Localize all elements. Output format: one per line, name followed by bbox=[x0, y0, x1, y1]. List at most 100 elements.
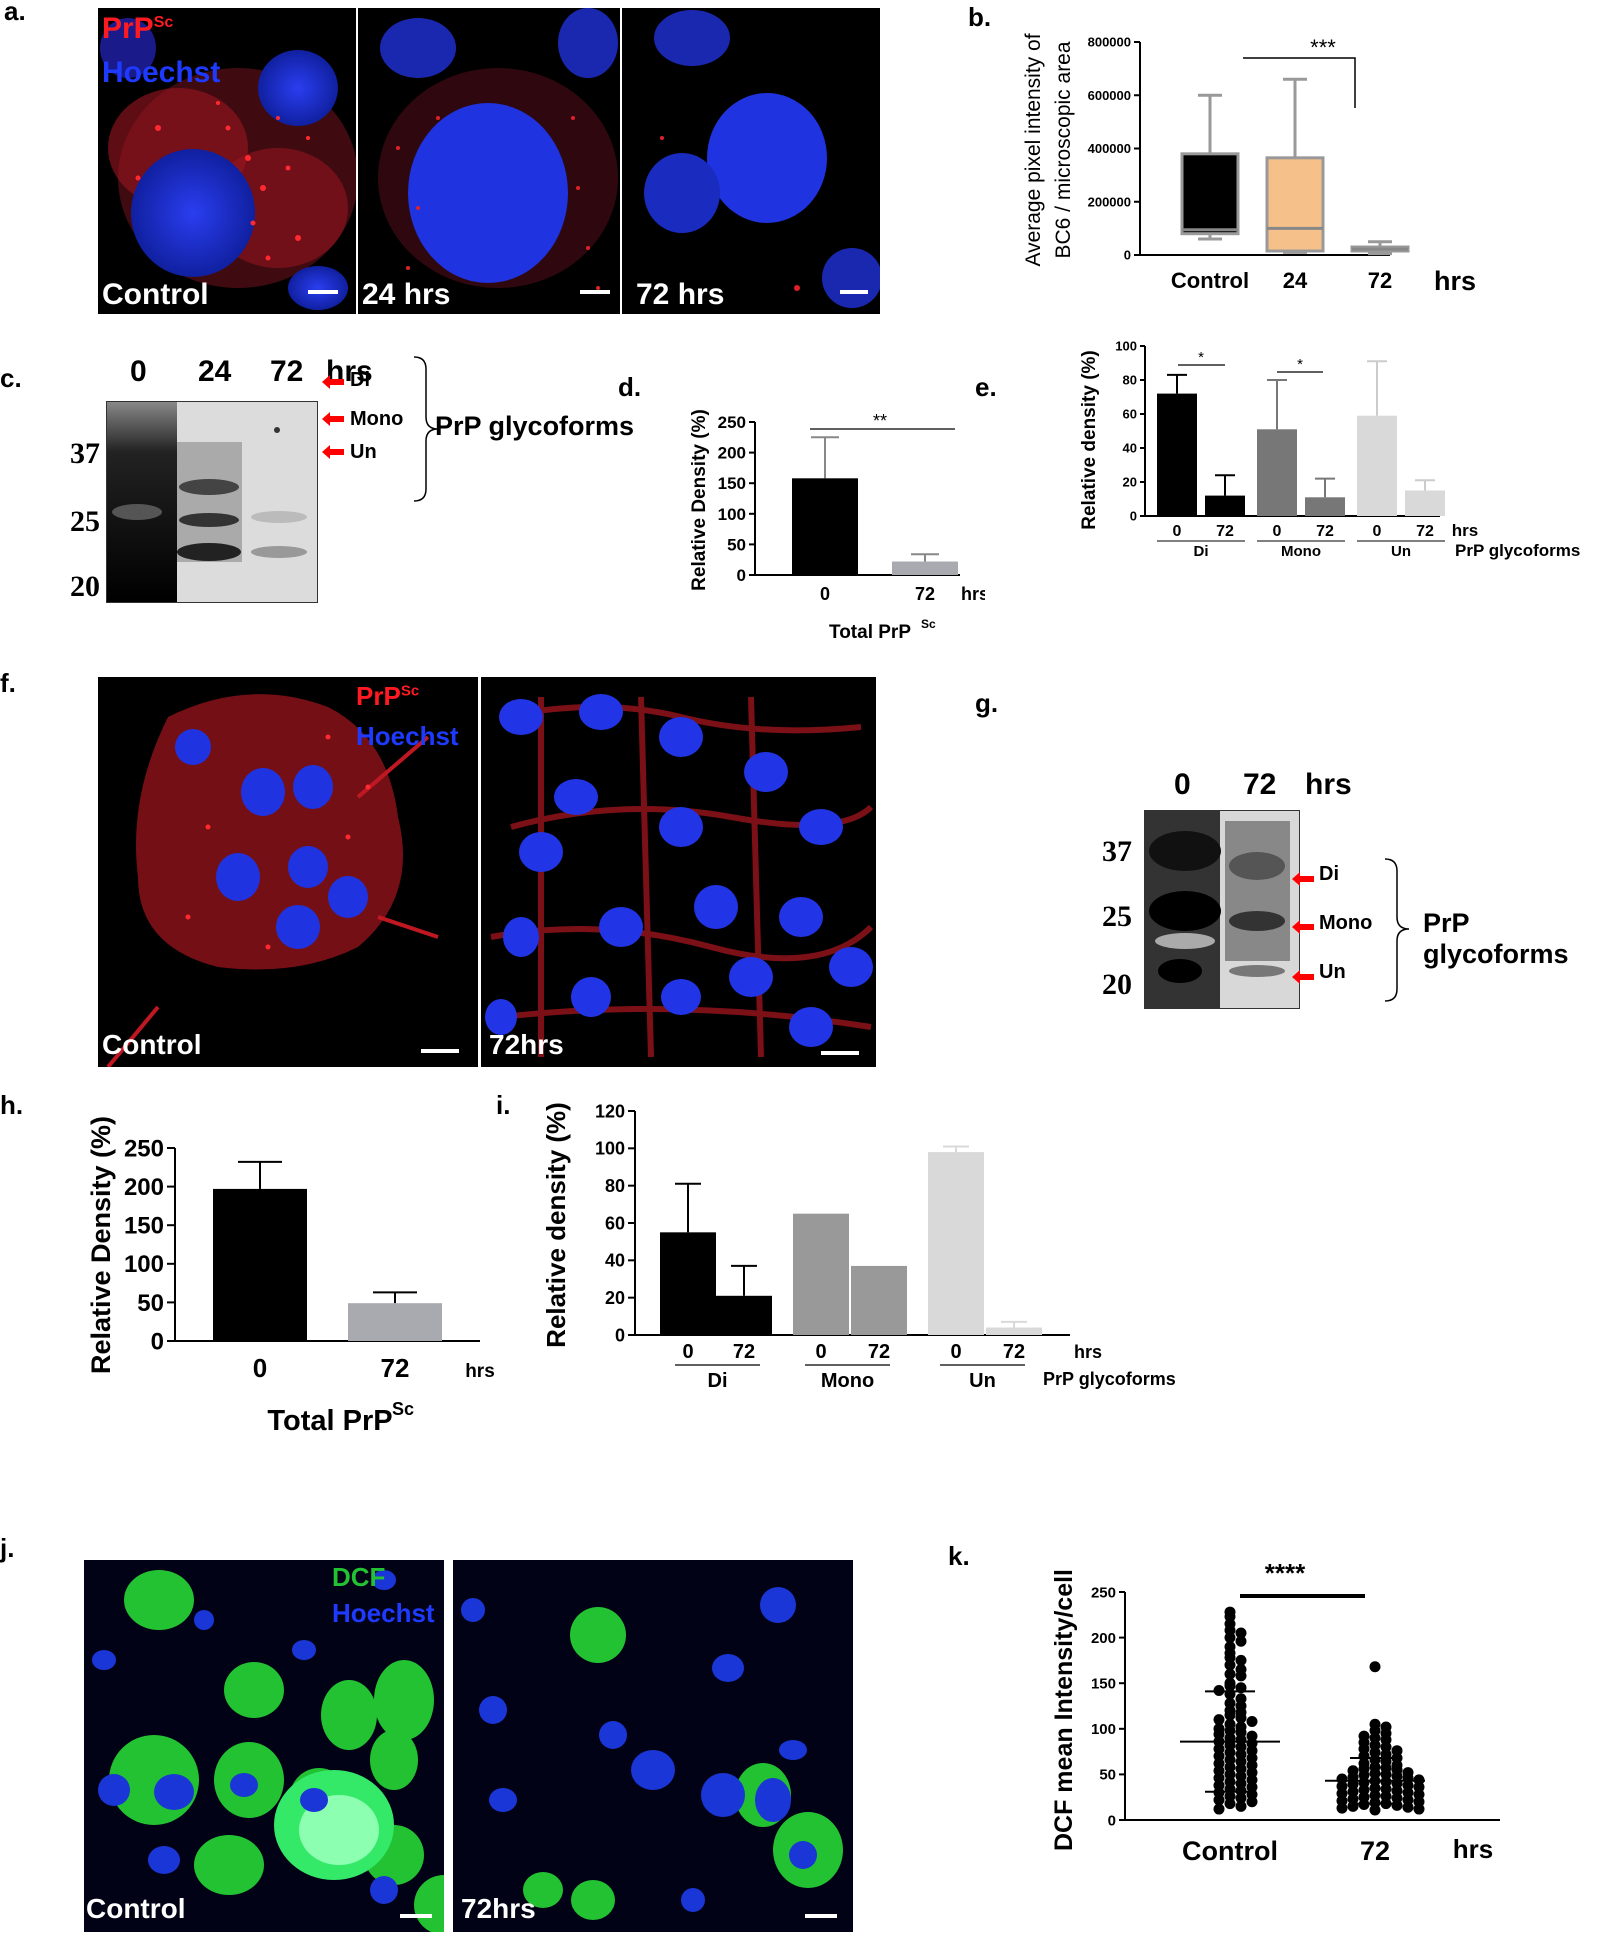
scatter-point bbox=[1224, 1798, 1236, 1810]
x-tick-label: 0 bbox=[1173, 523, 1182, 540]
x-tick-label: Control bbox=[1182, 1836, 1278, 1866]
box bbox=[1180, 152, 1240, 236]
x-axis-label-sup: Sc bbox=[392, 1399, 414, 1419]
y-tick-label: 50 bbox=[727, 535, 746, 554]
arrow-icon bbox=[1292, 920, 1314, 934]
arrow-icon bbox=[1292, 872, 1314, 886]
y-tick-label: 40 bbox=[605, 1251, 625, 1271]
x-tick-label: 0 bbox=[253, 1353, 267, 1383]
panel-label-a: a. bbox=[4, 0, 26, 26]
bar bbox=[1405, 490, 1445, 516]
y-tick-label: 100 bbox=[1091, 1721, 1116, 1738]
x-tick-label: 24 bbox=[1283, 268, 1308, 293]
arrow-icon bbox=[322, 412, 344, 426]
micrograph-24hrs: 24 hrs bbox=[358, 8, 620, 314]
y-tick-label: 60 bbox=[1123, 407, 1137, 422]
legend-dcf: DCF bbox=[332, 1562, 386, 1592]
x-tick-label: 72 bbox=[1003, 1341, 1025, 1363]
y-tick-label: 0 bbox=[615, 1325, 625, 1345]
x-tick-label: 72 bbox=[1368, 268, 1392, 293]
y-tick-label: 250 bbox=[718, 413, 746, 432]
scatter-point bbox=[1336, 1802, 1348, 1814]
y-tick-label: 120 bbox=[595, 1101, 625, 1121]
scatter-point bbox=[1235, 1792, 1247, 1804]
bar bbox=[213, 1188, 307, 1341]
band-label-mono: Mono bbox=[1319, 912, 1373, 934]
scatter-point bbox=[1246, 1716, 1258, 1728]
unit-label: hrs bbox=[1305, 768, 1352, 801]
y-axis-label: Relative Density (%) bbox=[86, 1116, 116, 1374]
y-axis-label: Average pixel intensity of bbox=[1022, 33, 1045, 266]
scatter-point bbox=[1413, 1803, 1425, 1815]
y-axis-label: DCF mean Intensity/cell bbox=[1050, 1569, 1078, 1851]
y-tick-label: 50 bbox=[137, 1290, 164, 1317]
x-tick-label: 72 bbox=[733, 1341, 755, 1363]
micrograph-label: Control bbox=[102, 278, 209, 311]
x-unit-label: hrs bbox=[1452, 521, 1478, 540]
mw-marker: 20 bbox=[70, 570, 100, 603]
mw-marker: 25 bbox=[70, 505, 100, 538]
significance-label: **** bbox=[1265, 1558, 1306, 1588]
scale-bar bbox=[421, 1049, 459, 1053]
y-axis-label: Relative Density (%) bbox=[689, 409, 710, 591]
bar bbox=[1357, 415, 1397, 516]
scatter-point bbox=[1246, 1796, 1258, 1808]
y-tick-label: 600000 bbox=[1088, 88, 1131, 103]
chart-h-bar: 0 50 100 150 200 250 Relative Density (%) 0 72 hr… bbox=[86, 1116, 495, 1437]
y-tick-label: 80 bbox=[605, 1176, 625, 1196]
panel-label-i: i. bbox=[496, 1090, 511, 1120]
y-axis-label: Relative density (%) bbox=[541, 1102, 571, 1348]
bar bbox=[851, 1265, 907, 1335]
bar bbox=[928, 1152, 984, 1335]
x-tick-label: Control bbox=[1171, 268, 1249, 293]
group-label: Di bbox=[1194, 543, 1209, 560]
y-tick-label: 0 bbox=[1124, 248, 1131, 263]
scatter-point bbox=[1369, 1661, 1381, 1673]
chart-k-scatter: 0 50 100 150 200 250 DCF mean Intensity/cell Co… bbox=[1050, 1558, 1500, 1866]
x-tick-label: 0 bbox=[682, 1341, 693, 1363]
y-tick-label: 250 bbox=[124, 1135, 164, 1162]
y-tick-label: 0 bbox=[151, 1328, 164, 1355]
bar bbox=[1157, 393, 1197, 516]
y-tick-label: 150 bbox=[124, 1213, 164, 1240]
legend-hoechst: Hoechst bbox=[102, 56, 221, 89]
bar bbox=[1205, 495, 1245, 516]
significance-bracket bbox=[1243, 57, 1356, 108]
scatter-point bbox=[1235, 1800, 1247, 1812]
y-axis-label: Relative density (%) bbox=[1079, 350, 1100, 530]
bracket bbox=[413, 356, 439, 502]
legend-hoechst: Hoechst bbox=[356, 721, 459, 751]
micrograph-control: PrPSc Hoechst Control bbox=[98, 677, 478, 1067]
panel-label-f: f. bbox=[0, 668, 16, 698]
x-tick-label: 72 bbox=[868, 1341, 890, 1363]
y-tick-label: 200 bbox=[718, 444, 746, 463]
lane-label: 0 bbox=[130, 355, 147, 388]
micrograph-control: DCF Hoechst Control bbox=[84, 1560, 444, 1932]
group-label: Mono bbox=[1281, 543, 1321, 560]
y-tick-label: 200 bbox=[1091, 1630, 1116, 1647]
band-label-di: Di bbox=[350, 369, 370, 391]
x-tick-label: 72 bbox=[381, 1353, 410, 1383]
x-axis-label-sup: Sc bbox=[921, 617, 936, 631]
y-tick-label: 0 bbox=[1130, 509, 1137, 524]
scale-bar bbox=[308, 290, 338, 294]
y-tick-label: 250 bbox=[1091, 1584, 1116, 1601]
band-label-un: Un bbox=[350, 441, 377, 463]
x-tick-label: 72 bbox=[915, 584, 935, 604]
chart-i-bar: 0 20 40 60 80 100 120 Relative density (%) 0 72 0 7… bbox=[541, 1101, 1176, 1392]
x-tick-label: 72 bbox=[1216, 523, 1234, 540]
significance-label: ** bbox=[873, 411, 887, 431]
x-tick-label: 72 bbox=[1360, 1836, 1390, 1866]
group-label: Un bbox=[969, 1370, 996, 1392]
lane-label: 24 bbox=[198, 355, 232, 388]
x-unit-label: hrs bbox=[1434, 266, 1476, 296]
panel-label-g: g. bbox=[975, 688, 999, 718]
group-label: Un bbox=[1391, 543, 1411, 560]
scatter-point bbox=[1213, 1714, 1225, 1726]
y-tick-label: 150 bbox=[1091, 1675, 1116, 1692]
micrograph-72hrs: 72 hrs bbox=[622, 8, 880, 314]
panel-label-j: j. bbox=[0, 1533, 15, 1563]
legend-prpsc: PrPSc bbox=[102, 12, 174, 45]
micrograph-label: 72hrs bbox=[461, 1893, 536, 1924]
micrograph-72hrs: 72hrs bbox=[453, 1560, 853, 1932]
